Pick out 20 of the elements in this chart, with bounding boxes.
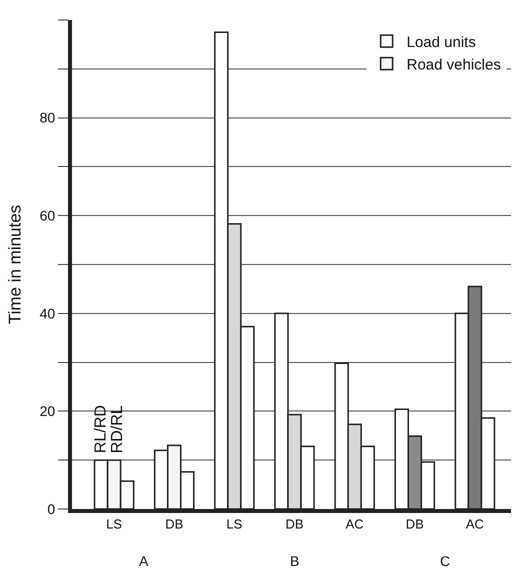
legend-label: Road vehicles [406, 56, 501, 74]
annotation: RL/RD [92, 405, 110, 454]
text: B [290, 553, 300, 569]
legend-label: Load units [406, 34, 476, 51]
text: A [139, 553, 149, 569]
x-tick-label: DB [165, 516, 184, 532]
x-tick-label: LS [106, 516, 122, 532]
y-tick-label: 80 [40, 110, 56, 126]
y-tick-label: 40 [40, 305, 56, 322]
y-tick-label: 20 [40, 403, 56, 420]
annotation: RD/RL [108, 405, 126, 454]
text: C [440, 553, 450, 569]
x-tick-label: DB [406, 516, 424, 532]
x-tick-label: DB [285, 516, 304, 532]
y-tick-label: 0 [47, 500, 56, 517]
x-tick-label: LS [226, 516, 243, 532]
y-axis-title: Time in minutes [6, 204, 25, 324]
x-tick-label: AC [346, 516, 364, 532]
y-tick-label: 60 [40, 208, 56, 224]
x-tick-label: AC [466, 516, 484, 532]
